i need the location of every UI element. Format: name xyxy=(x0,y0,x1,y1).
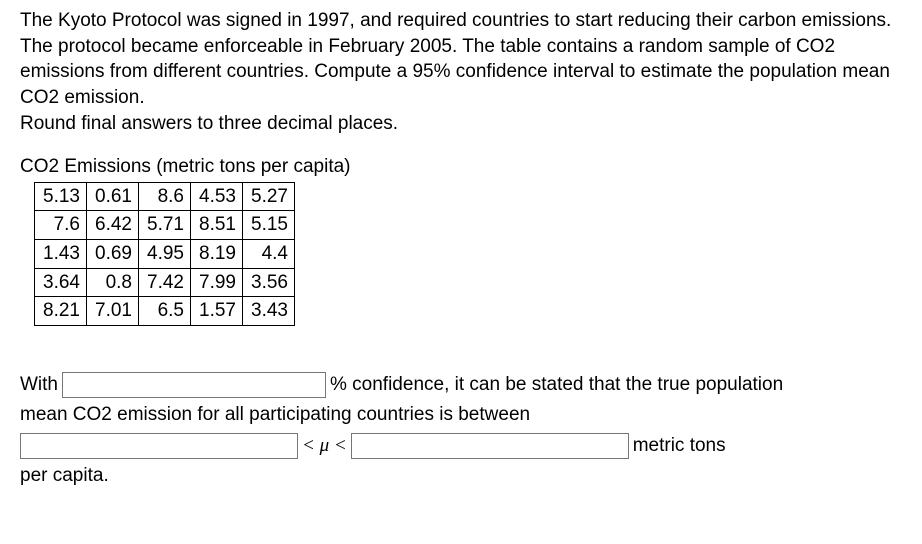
table-cell: 5.15 xyxy=(243,211,295,240)
table-cell: 6.5 xyxy=(139,297,191,326)
table-title: CO2 Emissions (metric tons per capita) xyxy=(20,154,902,180)
table-row: 7.66.425.718.515.15 xyxy=(35,211,295,240)
prompt-paragraph-2: Round final answers to three decimal pla… xyxy=(20,111,902,137)
table-cell: 7.01 xyxy=(87,297,139,326)
table-cell: 8.19 xyxy=(191,240,243,269)
question-prompt: The Kyoto Protocol was signed in 1997, a… xyxy=(20,8,902,136)
table-cell: 7.6 xyxy=(35,211,87,240)
table-cell: 3.56 xyxy=(243,268,295,297)
table-cell: 7.99 xyxy=(191,268,243,297)
table-cell: 1.57 xyxy=(191,297,243,326)
table-cell: 4.95 xyxy=(139,240,191,269)
table-cell: 7.42 xyxy=(139,268,191,297)
table-cell: 0.8 xyxy=(87,268,139,297)
table-cell: 8.6 xyxy=(139,182,191,211)
table-cell: 3.43 xyxy=(243,297,295,326)
answer-text: per capita. xyxy=(20,461,902,491)
table-cell: 8.21 xyxy=(35,297,87,326)
mu-inequality: < μ < xyxy=(302,431,347,461)
table-cell: 4.53 xyxy=(191,182,243,211)
answer-text: mean CO2 emission for all participating … xyxy=(20,400,902,430)
table-cell: 3.64 xyxy=(35,268,87,297)
table-cell: 0.61 xyxy=(87,182,139,211)
table-cell: 0.69 xyxy=(87,240,139,269)
answer-section: With % confidence, it can be stated that… xyxy=(20,370,902,492)
confidence-input[interactable] xyxy=(62,372,326,398)
table-row: 3.640.87.427.993.56 xyxy=(35,268,295,297)
table-cell: 1.43 xyxy=(35,240,87,269)
table-row: 5.130.618.64.535.27 xyxy=(35,182,295,211)
table-cell: 8.51 xyxy=(191,211,243,240)
lower-bound-input[interactable] xyxy=(20,433,298,459)
answer-text: % confidence, it can be stated that the … xyxy=(330,370,783,400)
table-row: 8.217.016.51.573.43 xyxy=(35,297,295,326)
table-cell: 6.42 xyxy=(87,211,139,240)
table-cell: 5.13 xyxy=(35,182,87,211)
table-cell: 5.27 xyxy=(243,182,295,211)
co2-data-table: 5.130.618.64.535.277.66.425.718.515.151.… xyxy=(34,182,295,326)
answer-text: With xyxy=(20,370,58,400)
table-row: 1.430.694.958.194.4 xyxy=(35,240,295,269)
prompt-paragraph-1: The Kyoto Protocol was signed in 1997, a… xyxy=(20,8,902,111)
answer-text: metric tons xyxy=(633,431,726,461)
table-cell: 4.4 xyxy=(243,240,295,269)
upper-bound-input[interactable] xyxy=(351,433,629,459)
table-cell: 5.71 xyxy=(139,211,191,240)
